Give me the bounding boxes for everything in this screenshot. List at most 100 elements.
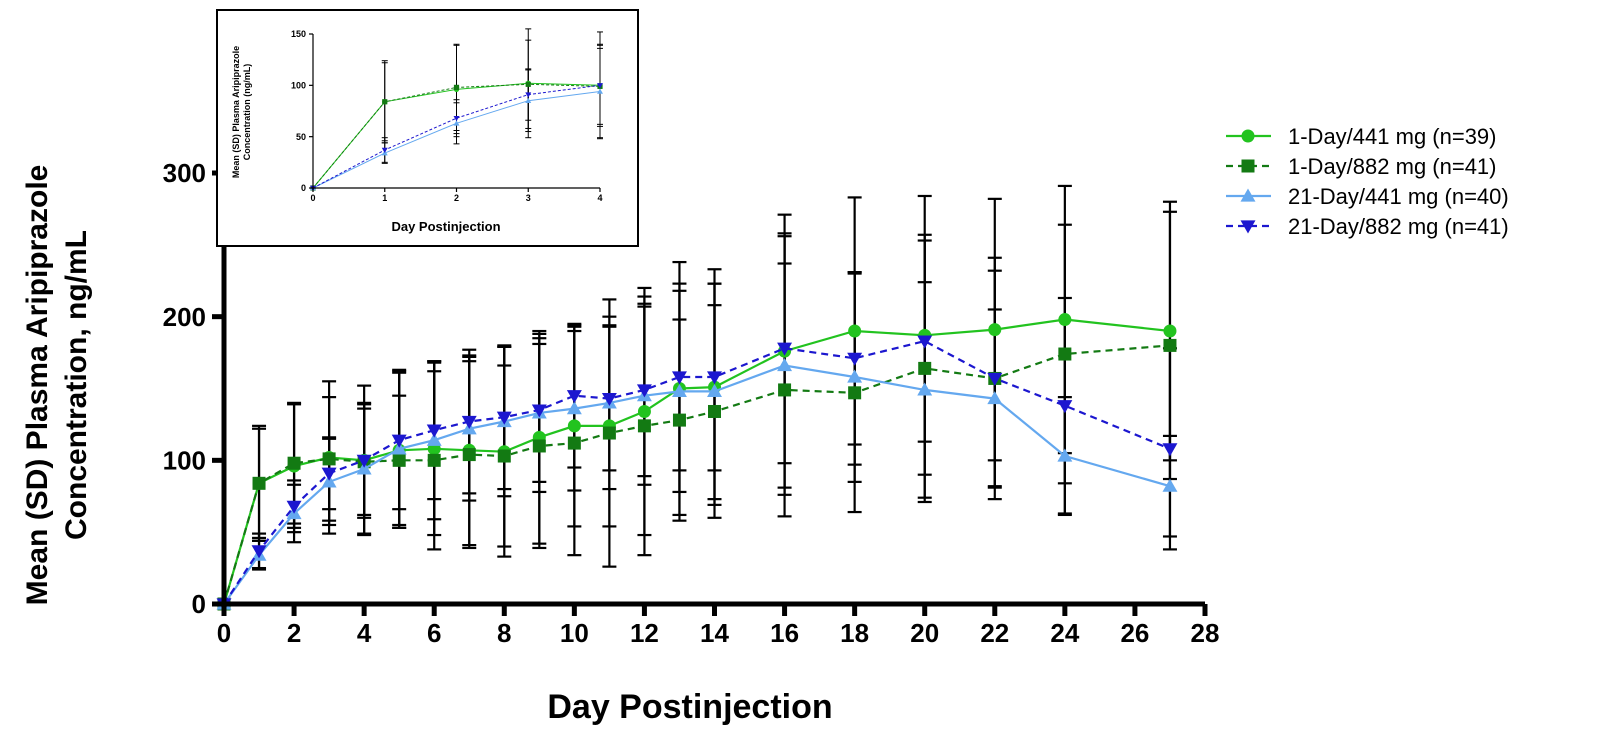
main-series-4-point: [636, 384, 652, 398]
legend: 1-Day/441 mg (n=39) 1-Day/882 mg (n=41) 21…: [1226, 124, 1509, 239]
main-series-4-point: [426, 424, 442, 438]
main-y-tick-label: 200: [163, 302, 206, 332]
main-series-3-point: [356, 461, 372, 475]
main-series-1-point: [637, 404, 651, 418]
legend-marker-4: [1240, 220, 1256, 234]
main-series-4-point: [496, 411, 512, 425]
main-y-tick-label: 0: [192, 589, 206, 619]
main-series-3-point: [321, 474, 337, 488]
legend-marker-3: [1240, 188, 1256, 202]
legend-label-1: 1-Day/441 mg (n=39): [1288, 124, 1497, 149]
main-series-line-2: [222, 344, 1171, 605]
main-series-2-point: [1058, 347, 1072, 361]
main-series-2-point: [602, 426, 616, 440]
main-series-3-point: [671, 383, 687, 397]
main-series-3-point: [847, 369, 863, 383]
main-series-4-point: [461, 415, 477, 430]
main-series-4-point: [987, 372, 1003, 386]
main-series-2-point: [322, 452, 336, 466]
main-y-tick-label: 300: [163, 158, 206, 188]
main-series-4-point: [356, 454, 372, 468]
inset-x-tick-label: 3: [526, 193, 531, 203]
inset-x-tick-label: 0: [310, 193, 315, 203]
inset-x-tick-label: 2: [454, 193, 459, 203]
legend-label-3: 21-Day/441 mg (n=40): [1288, 184, 1509, 209]
main-series-4-point: [707, 371, 722, 385]
main-series-2-point: [778, 383, 792, 397]
main-series-1-point: [567, 419, 581, 433]
inset-x-tick-label: 4: [597, 193, 602, 203]
main-x-tick-label: 2: [287, 618, 301, 648]
main-x-axis-title: Day Postinjection: [547, 688, 832, 726]
inset-series-2-point: [382, 99, 388, 105]
main-series-2-point: [532, 439, 546, 453]
main-series-4-point: [1057, 400, 1073, 414]
inset-series-4-point: [597, 83, 603, 89]
main-series-3-point: [987, 391, 1003, 405]
main-y-axis-title-line2: Concentration, ng/mL: [60, 230, 93, 540]
inset-y-axis-title-line2: Concentration (ng/mL): [242, 64, 252, 161]
main-series-3-point: [777, 358, 793, 372]
main-x-tick-label: 28: [1191, 618, 1220, 648]
main-series-2-point: [637, 419, 651, 433]
main-series-4-point: [251, 545, 267, 559]
inset-y-axis-title-line1: Mean (SD) Plasma Aripiprazole: [231, 46, 241, 178]
main-series-4-point: [847, 352, 863, 366]
main-x-tick-label: 10: [560, 618, 589, 648]
main-series-4-point: [391, 434, 407, 448]
main-series-4-point: [777, 342, 793, 356]
main-series-3-point: [426, 432, 442, 446]
inset-y-tick-label: 100: [291, 80, 306, 90]
main-series-4-point: [1162, 443, 1178, 457]
main-series-3-point: [917, 382, 933, 396]
main-series-4-point: [321, 467, 337, 481]
inset-series-3-point: [525, 97, 532, 103]
legend-label-4: 21-Day/882 mg (n=41): [1288, 214, 1509, 239]
main-x-tick-label: 16: [770, 618, 799, 648]
inset-series-3-point: [597, 88, 603, 94]
main-series-4-point: [531, 404, 547, 418]
legend-label-2: 1-Day/882 mg (n=41): [1288, 154, 1497, 179]
main-x-tick-label: 8: [497, 618, 511, 648]
main-x-tick-label: 20: [910, 618, 939, 648]
main-y-axis-title-line1: Mean (SD) Plasma Aripiprazole: [21, 165, 54, 606]
main-x-tick-label: 0: [217, 618, 231, 648]
main-series-2-point: [427, 453, 441, 467]
main-series-4-point: [566, 390, 582, 404]
main-x-tick-label: 24: [1050, 618, 1079, 648]
legend-marker-2: [1241, 159, 1255, 173]
main-series-1-point: [848, 324, 862, 338]
main-series-line-4: [223, 339, 1171, 605]
main-series-2-point: [497, 449, 511, 463]
inset-series-4-point: [453, 115, 460, 122]
main-series-3-point: [566, 401, 582, 415]
main-x-tick-label: 4: [357, 618, 372, 648]
main-series-3-point: [1162, 478, 1178, 492]
main-series-1-point: [988, 323, 1002, 337]
main-x-tick-label: 22: [980, 618, 1009, 648]
inset-plot: 0 1 2 3 4 0 50 100 150: [291, 28, 603, 203]
main-series-3-point: [707, 383, 722, 397]
inset-y-tick-label: 0: [301, 183, 306, 193]
main-series-2-point: [567, 436, 581, 450]
inset-series-3-point: [453, 120, 460, 126]
main-x-tick-label: 12: [630, 618, 659, 648]
main-series-2-point: [708, 404, 721, 418]
main-x-tick-label: 26: [1120, 618, 1149, 648]
main-series-4-point: [601, 392, 617, 407]
inset-series-4-point: [525, 92, 532, 98]
main-series-2-point: [918, 361, 932, 375]
main-series-2-point: [252, 476, 266, 490]
inset-series-2-point: [525, 81, 531, 87]
main-series-3-point: [391, 441, 407, 455]
main-series-1-point: [1163, 324, 1177, 338]
inset-x-axis-title: Day Postinjection: [391, 219, 500, 234]
main-series-2-point: [287, 456, 301, 470]
main-x-tick-label: 14: [700, 618, 729, 648]
main-series-2-point: [392, 453, 406, 467]
inset-y-tick-label: 150: [291, 29, 306, 39]
inset-x-tick-label: 1: [382, 193, 387, 203]
inset-frame: [216, 9, 639, 247]
main-y-tick-label: 100: [163, 445, 206, 475]
